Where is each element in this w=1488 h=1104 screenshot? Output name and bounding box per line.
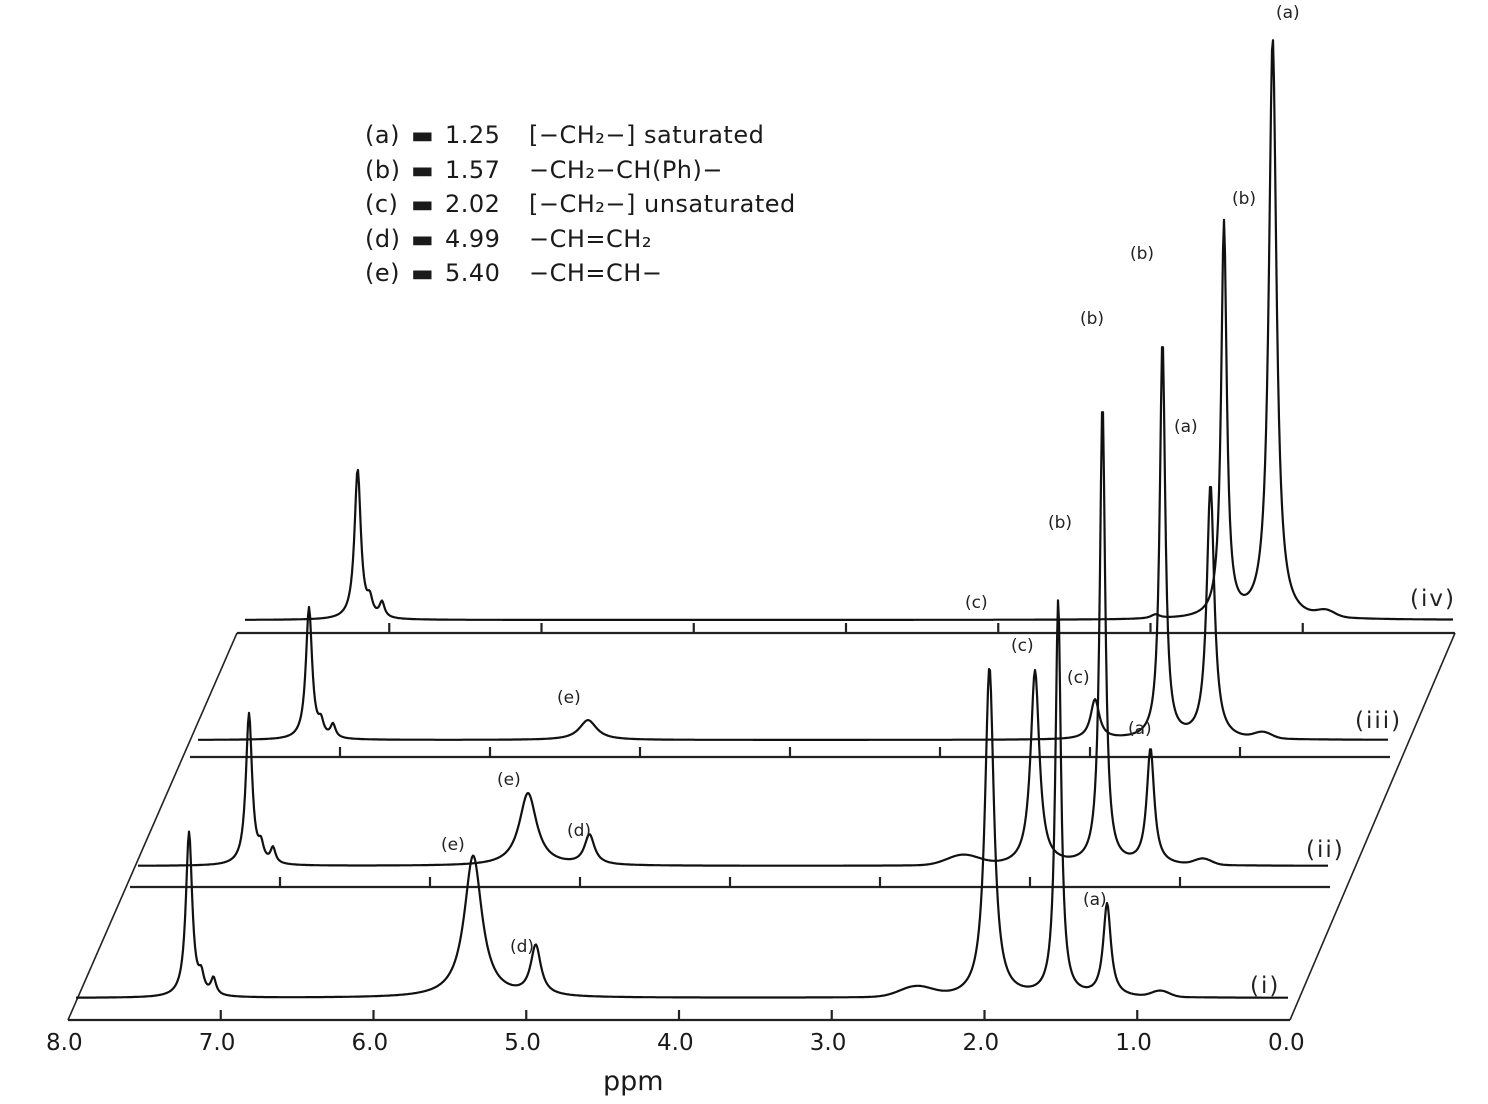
peak-label: (a) — [1083, 890, 1107, 910]
legend-item-b: (b) ▬ 1.57 −CH₂−CH(Ph)− — [365, 153, 796, 188]
peak-label: (c) — [965, 593, 988, 613]
peak-labels: (e) (d) (a) (e) (d) (c) (b) (a) (e) (c) (b) (a) (c) (… — [441, 3, 1300, 957]
peak-label: (e) — [497, 770, 521, 790]
arrow-icon: ▬ — [411, 155, 435, 184]
arrow-icon: ▬ — [411, 190, 435, 218]
legend-item-a: (a) ▬ 1.25 [−CH₂−] saturated — [365, 118, 796, 153]
axis-lines — [68, 623, 1455, 1022]
arrow-icon: ▬ — [411, 224, 435, 253]
arrow-icon: ▬ — [411, 121, 435, 149]
peak-label: (b) — [1232, 189, 1256, 209]
peak-assignment-legend: (a) ▬ 1.25 [−CH₂−] saturated (b) ▬ 1.57 −CH₂−C… — [365, 118, 796, 291]
peak-label: (b) — [1048, 513, 1072, 533]
spectrum-trace-iv — [244, 39, 1454, 621]
peak-label: (e) — [557, 688, 581, 708]
legend-item-c: (c) ▬ 2.02 [−CH₂−] unsaturated — [365, 187, 796, 222]
frame-right-edge — [1289, 632, 1456, 1021]
legend-key: (c) — [365, 190, 399, 218]
spectrum-label-i: (i) — [1250, 973, 1280, 999]
tick-label: 0.0 — [1268, 1030, 1305, 1056]
spectrum-traces — [75, 39, 1454, 999]
spectrum-trace-iii — [197, 346, 1389, 741]
legend-assignment: [−CH₂−] unsaturated — [529, 190, 796, 218]
spectrum-label-ii: (ii) — [1306, 837, 1345, 863]
tick-label: 2.0 — [963, 1030, 1000, 1056]
x-axis-tick-labels: 8.0 7.0 6.0 5.0 4.0 3.0 2.0 1.0 0.0 — [46, 1030, 1305, 1056]
peak-label: (b) — [1080, 309, 1104, 329]
legend-shift: 1.57 — [445, 155, 501, 184]
tick-label: 1.0 — [1115, 1030, 1152, 1056]
peak-label: (c) — [1067, 668, 1090, 688]
tick-label: 8.0 — [46, 1030, 83, 1056]
spectrum-label-iv: (iv) — [1410, 586, 1456, 612]
peak-label: (a) — [1174, 417, 1198, 437]
peak-label: (c) — [1011, 636, 1034, 656]
legend-key: (e) — [365, 259, 400, 287]
legend-shift: 5.40 — [445, 259, 501, 287]
legend-key: (b) — [365, 155, 401, 184]
peak-label: (d) — [567, 821, 591, 841]
tick-label: 4.0 — [657, 1030, 694, 1056]
tick-label: 5.0 — [504, 1030, 541, 1056]
legend-item-d: (d) ▬ 4.99 −CH=CH₂ — [365, 222, 796, 257]
spectrum-trace-ii — [137, 411, 1329, 867]
legend-assignment: [−CH₂−] saturated — [529, 121, 765, 149]
peak-label: (a) — [1276, 3, 1300, 23]
legend-shift: 2.02 — [445, 190, 501, 218]
legend-assignment: −CH=CH− — [529, 259, 663, 287]
spectrum-label-iii: (iii) — [1355, 708, 1402, 734]
legend-item-e: (e) ▬ 5.40 −CH=CH− — [365, 256, 796, 291]
peak-label: (a) — [1128, 719, 1152, 739]
tick-label: 6.0 — [352, 1030, 389, 1056]
tick-label: 3.0 — [810, 1030, 847, 1056]
frame-left-edge — [67, 632, 238, 1021]
spectrum-trace-i — [75, 599, 1289, 999]
legend-shift: 4.99 — [445, 224, 501, 253]
legend-shift: 1.25 — [445, 121, 501, 149]
x-axis-title: ppm — [603, 1066, 664, 1097]
legend-key: (d) — [365, 224, 401, 253]
legend-assignment: −CH=CH₂ — [529, 224, 652, 253]
arrow-icon: ▬ — [411, 259, 435, 287]
legend-assignment: −CH₂−CH(Ph)− — [529, 155, 723, 184]
peak-label: (b) — [1130, 244, 1154, 264]
peak-label: (d) — [510, 937, 534, 957]
legend-key: (a) — [365, 121, 400, 149]
peak-label: (e) — [441, 835, 465, 855]
tick-label: 7.0 — [199, 1030, 236, 1056]
